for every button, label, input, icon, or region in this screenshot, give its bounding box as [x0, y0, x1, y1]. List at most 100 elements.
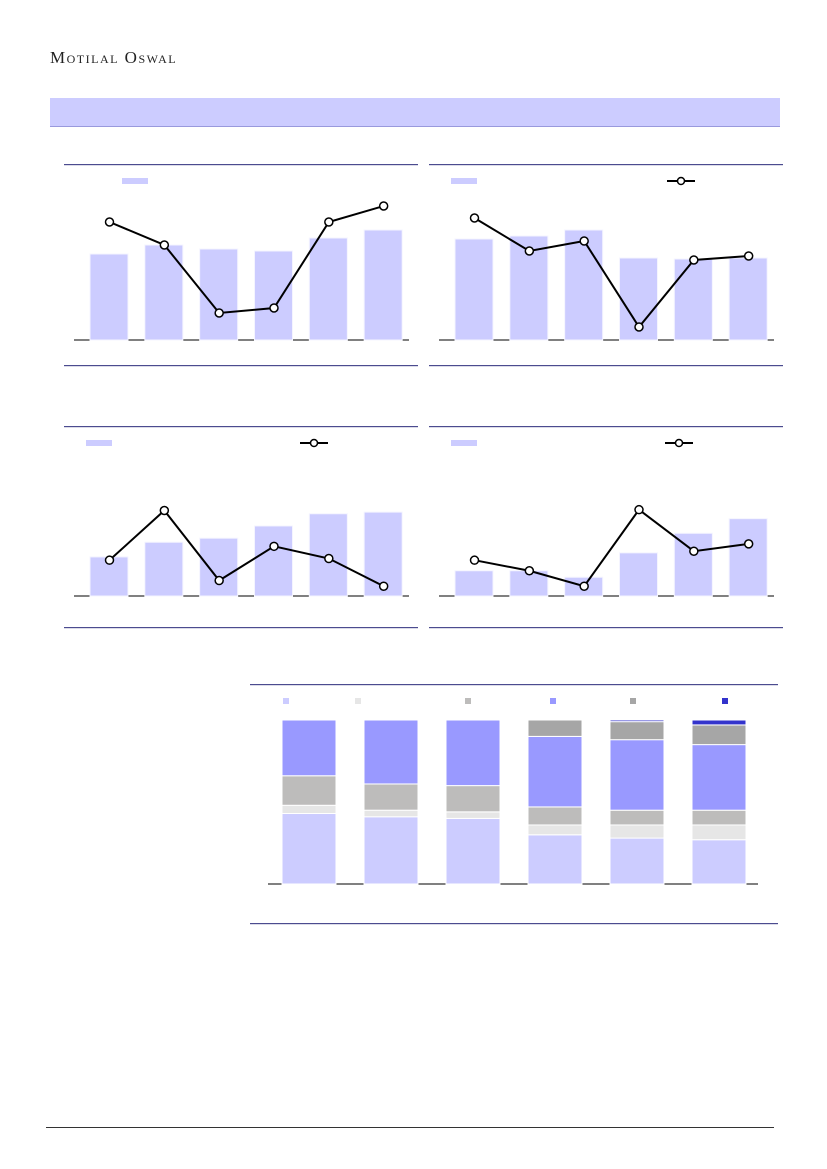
- line-point: [689, 546, 699, 556]
- section-banner: [50, 98, 780, 127]
- line-series: [473, 217, 749, 329]
- line-point: [689, 255, 699, 265]
- legend-swatch-series-4: [550, 698, 556, 704]
- legend-bar-swatch: [451, 178, 477, 184]
- bar-mark: [144, 244, 184, 341]
- bar-mark: [619, 552, 658, 597]
- line-point: [378, 581, 389, 591]
- bar-mark: [308, 237, 348, 341]
- line-point: [579, 581, 589, 591]
- bar-mark: [728, 257, 768, 341]
- panel-bottom-rule: [429, 627, 783, 629]
- line-point: [469, 555, 480, 565]
- stack-segment: [363, 719, 419, 785]
- panel-top-rule: [64, 164, 418, 166]
- stack-segment: [445, 817, 501, 885]
- line-point: [743, 539, 754, 549]
- line-point: [579, 236, 589, 246]
- stack-segment: [609, 739, 665, 811]
- stack-segment: [281, 804, 337, 814]
- legend-swatch-series-1: [283, 698, 289, 704]
- chart-panel-stacked: [250, 684, 778, 925]
- stack-segment: [445, 719, 501, 787]
- stack-segment: [527, 806, 583, 826]
- panel-bottom-rule: [429, 365, 783, 367]
- panel-bottom-rule: [64, 627, 418, 629]
- line-point: [324, 553, 334, 564]
- stack-segment: [363, 816, 419, 885]
- bar-mark: [454, 570, 494, 597]
- stack-segment: [691, 809, 747, 826]
- stack-segment: [445, 811, 501, 819]
- panel-bottom-rule: [64, 365, 418, 367]
- panel-top-rule: [64, 426, 418, 428]
- chart-panel-4: [429, 426, 783, 629]
- legend-bar-swatch: [86, 440, 112, 446]
- bar-mark: [728, 518, 768, 597]
- line-series: [474, 508, 749, 588]
- bar-mark: [564, 229, 604, 341]
- stack-segment: [281, 812, 337, 885]
- line-point: [214, 575, 224, 586]
- bar-mark: [673, 532, 713, 597]
- legend-line-marker: [674, 438, 684, 448]
- stack-segment: [527, 824, 583, 836]
- legend-line-marker: [676, 176, 686, 186]
- stack-segment: [609, 809, 665, 826]
- line-point: [324, 217, 334, 227]
- stack-segment: [609, 837, 665, 885]
- stack-segment: [609, 719, 665, 723]
- legend-bar-swatch: [451, 440, 477, 446]
- stack-segment: [691, 719, 747, 726]
- line-series: [108, 509, 385, 588]
- line-point: [159, 240, 170, 250]
- line-point: [634, 504, 644, 515]
- bar-mark: [454, 238, 494, 341]
- stack-segment: [281, 719, 337, 777]
- panel-top-rule: [250, 684, 778, 686]
- stack-segment: [527, 834, 583, 885]
- legend-swatch-series-2: [355, 698, 361, 704]
- line-point: [634, 322, 644, 332]
- stack-segment: [445, 785, 501, 813]
- line-point: [269, 303, 279, 313]
- line-point: [269, 541, 279, 552]
- line-point: [743, 251, 754, 261]
- bar-mark: [199, 248, 239, 341]
- bar-mark: [144, 541, 184, 597]
- chart-panel-2: [429, 164, 783, 367]
- line-point: [378, 201, 389, 211]
- chart-panel-1: [64, 164, 418, 367]
- panel-bottom-rule: [250, 923, 778, 925]
- stack-segment: [609, 824, 665, 839]
- panel-top-rule: [429, 164, 783, 166]
- line-point: [104, 217, 115, 227]
- stack-segment: [691, 824, 747, 841]
- stack-segment: [527, 719, 583, 737]
- bar-mark: [363, 229, 403, 341]
- stack-segment: [691, 839, 747, 885]
- line-point: [469, 213, 480, 223]
- stack-segment: [527, 735, 583, 808]
- line-point: [524, 566, 535, 576]
- legend-swatch-series-3: [465, 698, 471, 704]
- bar-mark: [254, 250, 293, 341]
- stack-segment: [281, 775, 337, 806]
- legend-bar-swatch: [122, 178, 148, 184]
- bar-mark: [89, 253, 129, 341]
- line-point: [214, 308, 224, 318]
- line-point: [104, 555, 115, 565]
- line-series: [109, 205, 384, 315]
- stack-segment: [363, 783, 419, 811]
- footer-rule: [46, 1127, 774, 1128]
- line-point: [524, 246, 535, 256]
- company-logo: Motilal Oswal: [50, 48, 178, 67]
- chart-panel-3: [64, 426, 418, 629]
- bar-mark: [199, 537, 239, 597]
- panel-top-rule: [429, 426, 783, 428]
- stack-segment: [363, 809, 419, 818]
- bar-mark: [254, 525, 293, 597]
- stack-segment: [609, 721, 665, 741]
- stack-segment: [691, 724, 747, 746]
- stack-segment: [691, 744, 747, 811]
